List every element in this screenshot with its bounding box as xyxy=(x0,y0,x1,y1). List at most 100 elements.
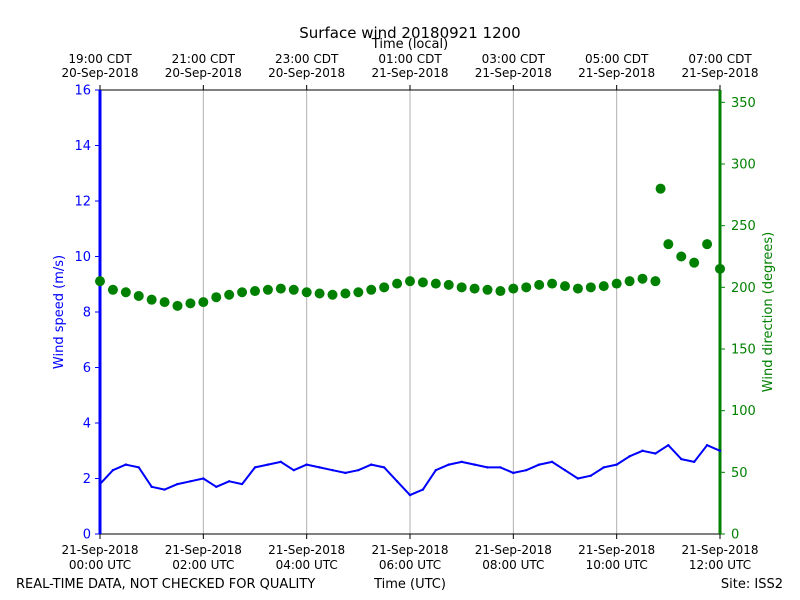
wind-speed-point xyxy=(602,466,605,469)
left-tick-label: 12 xyxy=(74,195,91,210)
wind-speed-point xyxy=(202,477,205,480)
top-tick-time: 05:00 CDT xyxy=(585,52,649,66)
wind-speed-point xyxy=(460,460,463,464)
wind-direction-point xyxy=(469,283,480,294)
wind-speed-point xyxy=(718,449,722,452)
grid-lines xyxy=(202,90,618,534)
wind-direction-point xyxy=(146,294,157,305)
wind-direction-point xyxy=(430,278,441,289)
wind-direction-point xyxy=(275,283,286,294)
wind-direction-point xyxy=(715,263,725,274)
top-tick-time: 07:00 CDT xyxy=(688,52,752,66)
wind-speed-point xyxy=(150,485,153,489)
top-tick-date: 21-Sep-2018 xyxy=(578,66,655,80)
right-y-axis: 0 50 100 150 200 250 300 350 xyxy=(720,96,756,543)
wind-speed-point xyxy=(447,463,450,466)
wind-speed-point xyxy=(215,485,218,489)
right-tick-label: 200 xyxy=(731,281,756,296)
bottom-tick-time: 02:00 UTC xyxy=(172,558,234,572)
right-tick-label: 100 xyxy=(731,404,756,419)
wind-speed-point xyxy=(512,471,515,475)
wind-direction-point xyxy=(211,292,222,303)
wind-direction-point xyxy=(353,287,364,298)
wind-direction-point xyxy=(650,276,661,287)
left-tick-label: 16 xyxy=(74,84,91,99)
wind-speed-point xyxy=(654,452,657,455)
wind-speed-point xyxy=(395,480,399,483)
wind-speed-point xyxy=(667,444,670,447)
left-tick-label: 14 xyxy=(74,139,91,154)
wind-speed-point xyxy=(615,463,618,466)
wind-direction-point xyxy=(534,279,545,290)
wind-direction-point xyxy=(405,276,415,287)
wind-speed-point xyxy=(589,474,593,477)
bottom-axis-label: Time (UTC) xyxy=(373,577,446,592)
wind-speed-series xyxy=(98,444,722,497)
top-tick-time: 19:00 CDT xyxy=(68,52,132,66)
wind-direction-point xyxy=(443,279,454,290)
wind-speed-point xyxy=(227,480,231,483)
wind-direction-point xyxy=(676,251,687,262)
wind-speed-point xyxy=(692,460,696,464)
right-tick-label: 50 xyxy=(731,466,748,481)
top-axis-label: Time (local) xyxy=(371,37,448,52)
wind-direction-series xyxy=(95,183,725,311)
wind-direction-point xyxy=(366,284,377,295)
wind-speed-point xyxy=(550,460,554,464)
wind-speed-point xyxy=(705,444,709,447)
wind-direction-point xyxy=(198,297,209,308)
wind-direction-point xyxy=(185,298,196,309)
wind-speed-point xyxy=(344,471,347,475)
wind-direction-point xyxy=(585,282,596,293)
wind-speed-point xyxy=(408,493,412,497)
top-tick-date: 20-Sep-2018 xyxy=(61,66,138,80)
wind-direction-point xyxy=(159,297,170,308)
bottom-tick-date: 21-Sep-2018 xyxy=(475,543,552,557)
wind-speed-point xyxy=(641,449,644,452)
left-tick-label: 2 xyxy=(83,472,91,487)
wind-speed-point xyxy=(486,466,489,469)
left-tick-label: 0 xyxy=(83,528,91,543)
wind-direction-point xyxy=(417,277,428,288)
wind-direction-point xyxy=(611,278,622,289)
wind-direction-point xyxy=(547,278,558,289)
top-tick-date: 21-Sep-2018 xyxy=(681,66,758,80)
wind-speed-point xyxy=(189,480,192,483)
wind-direction-point xyxy=(521,282,532,293)
wind-speed-point xyxy=(357,468,360,472)
wind-direction-point xyxy=(572,283,583,294)
wind-direction-point xyxy=(637,273,648,284)
wind-speed-point xyxy=(628,455,631,458)
bottom-tick-time: 06:00 UTC xyxy=(379,558,441,572)
site-label: Site: ISS2 xyxy=(721,577,783,592)
wind-speed-point xyxy=(421,488,425,491)
bottom-tick-time: 08:00 UTC xyxy=(482,558,544,572)
wind-direction-point xyxy=(655,183,666,194)
wind-speed-point xyxy=(473,463,476,466)
wind-direction-point xyxy=(301,287,312,298)
right-tick-label: 350 xyxy=(731,96,756,111)
wind-speed-point xyxy=(537,463,541,466)
wind-direction-point xyxy=(598,281,609,292)
bottom-tick-time: 04:00 UTC xyxy=(276,558,338,572)
bottom-tick-date: 21-Sep-2018 xyxy=(165,543,242,557)
bottom-tick-time: 12:00 UTC xyxy=(689,558,751,572)
wind-speed-point xyxy=(137,466,140,469)
wind-speed-point xyxy=(176,482,179,486)
right-tick-label: 300 xyxy=(731,158,756,173)
wind-direction-point xyxy=(392,278,403,289)
top-tick-date: 21-Sep-2018 xyxy=(475,66,552,80)
wind-speed-point xyxy=(240,482,244,486)
right-axis-label: Wind direction (degrees) xyxy=(761,232,776,392)
wind-speed-point xyxy=(434,468,438,472)
quality-disclaimer: REAL-TIME DATA, NOT CHECKED FOR QUALITY xyxy=(16,577,315,592)
bottom-tick-date: 21-Sep-2018 xyxy=(681,543,758,557)
wind-speed-point xyxy=(124,463,128,466)
top-tick-time: 23:00 CDT xyxy=(275,52,339,66)
wind-direction-point xyxy=(689,257,700,268)
top-tick-time: 21:00 CDT xyxy=(172,52,236,66)
top-tick-time: 01:00 CDT xyxy=(378,52,442,66)
